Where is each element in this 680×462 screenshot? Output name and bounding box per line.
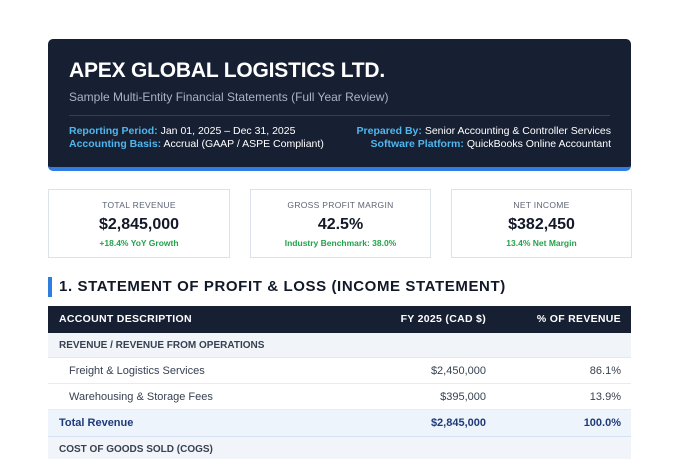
kpi-value: 42.5%	[317, 216, 364, 233]
meta-label: Reporting Period:	[69, 125, 158, 137]
kpi-card: NET INCOME $382,450 13.4% Net Margin	[451, 189, 632, 258]
kpi-label: TOTAL REVENUE	[102, 200, 176, 210]
kpi-note: Industry Benchmark: 38.0%	[284, 238, 397, 248]
group-heading-row: COST OF GOODS SOLD (COGS)	[48, 437, 631, 459]
section-title: 1. STATEMENT OF PROFIT & LOSS (INCOME ST…	[48, 277, 506, 297]
meta-label: Software Platform:	[370, 138, 464, 150]
group-heading-row: REVENUE / REVENUE FROM OPERATIONS	[48, 333, 631, 358]
table-header: ACCOUNT DESCRIPTION FY 2025 (CAD $) % OF…	[48, 306, 631, 333]
table-row: Warehousing & Storage Fees $395,000 13.9…	[48, 384, 631, 410]
meta-value: QuickBooks Online Accountant	[466, 138, 611, 150]
meta-value: Accrual (GAAP / ASPE Compliant)	[163, 138, 324, 150]
cell: 13.9%	[589, 391, 621, 403]
group-heading: COST OF GOODS SOLD (COGS)	[59, 444, 213, 455]
divider	[69, 115, 610, 116]
column-header: % OF REVENUE	[536, 313, 621, 325]
kpi-label: GROSS PROFIT MARGIN	[287, 200, 394, 210]
meta-item: Prepared By: Senior Accounting & Control…	[357, 125, 611, 137]
cell: Warehousing & Storage Fees	[69, 391, 213, 403]
cell: Freight & Logistics Services	[69, 365, 205, 377]
column-header: FY 2025 (CAD $)	[400, 313, 486, 325]
meta-value: Jan 01, 2025 – Dec 31, 2025	[160, 125, 296, 137]
cell: 100.0%	[583, 417, 621, 429]
kpi-note: +18.4% YoY Growth	[99, 238, 179, 248]
group-heading: REVENUE / REVENUE FROM OPERATIONS	[59, 340, 265, 351]
meta-value: Senior Accounting & Controller Services	[424, 125, 611, 137]
meta-label: Accounting Basis:	[69, 138, 162, 150]
meta-item: Reporting Period: Jan 01, 2025 – Dec 31,…	[69, 125, 295, 137]
kpi-value: $2,845,000	[98, 216, 180, 233]
kpi-card: GROSS PROFIT MARGIN 42.5% Industry Bench…	[250, 189, 431, 258]
cell: Total Revenue	[59, 417, 134, 429]
meta-item: Software Platform: QuickBooks Online Acc…	[371, 138, 611, 150]
cell: $395,000	[440, 391, 486, 403]
kpi-label: NET INCOME	[513, 200, 570, 210]
cell: $2,450,000	[430, 365, 486, 377]
header-card: APEX GLOBAL LOGISTICS LTD. Sample Multi-…	[48, 39, 631, 171]
total-row: Total Revenue $2,845,000 100.0%	[48, 410, 631, 437]
kpi-card: TOTAL REVENUE $2,845,000 +18.4% YoY Grow…	[48, 189, 230, 258]
company-title: APEX GLOBAL LOGISTICS LTD.	[69, 59, 386, 82]
table-row: Freight & Logistics Services $2,450,000 …	[48, 358, 631, 384]
meta-label: Prepared By:	[356, 125, 422, 137]
subtitle: Sample Multi-Entity Financial Statements…	[69, 90, 389, 104]
kpi-note: 13.4% Net Margin	[506, 238, 577, 248]
cell: 86.1%	[589, 365, 621, 377]
column-header: ACCOUNT DESCRIPTION	[59, 313, 192, 325]
meta-item: Accounting Basis: Accrual (GAAP / ASPE C…	[69, 138, 324, 150]
kpi-value: $382,450	[508, 216, 575, 233]
cell: $2,845,000	[430, 417, 486, 429]
